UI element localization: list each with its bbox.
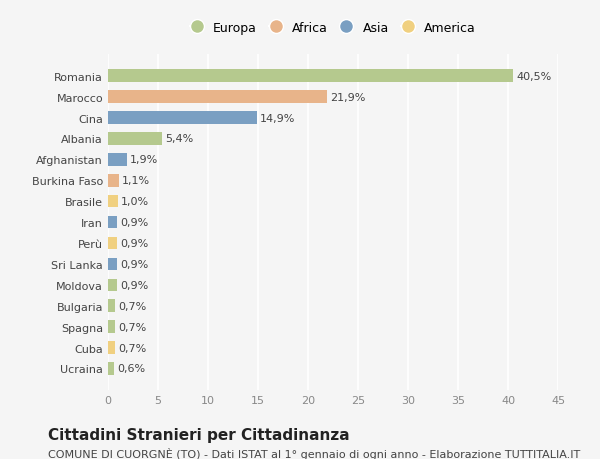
Text: 0,7%: 0,7% — [118, 343, 146, 353]
Text: 0,9%: 0,9% — [120, 239, 148, 248]
Text: 1,9%: 1,9% — [130, 155, 158, 165]
Text: 0,9%: 0,9% — [120, 218, 148, 228]
Legend: Europa, Africa, Asia, America: Europa, Africa, Asia, America — [187, 18, 479, 38]
Text: 0,7%: 0,7% — [118, 322, 146, 332]
Text: 21,9%: 21,9% — [330, 92, 365, 102]
Bar — [108, 300, 115, 312]
Bar — [108, 341, 115, 354]
Text: 0,9%: 0,9% — [120, 280, 148, 290]
Bar — [108, 70, 513, 83]
Bar — [108, 216, 117, 229]
Bar — [108, 174, 119, 187]
Text: 1,0%: 1,0% — [121, 197, 149, 207]
Text: COMUNE DI CUORGNÈ (TO) - Dati ISTAT al 1° gennaio di ogni anno - Elaborazione TU: COMUNE DI CUORGNÈ (TO) - Dati ISTAT al 1… — [48, 448, 580, 459]
Text: 40,5%: 40,5% — [516, 72, 551, 82]
Text: 0,6%: 0,6% — [117, 364, 145, 374]
Bar — [108, 133, 162, 146]
Text: 14,9%: 14,9% — [260, 113, 295, 123]
Text: 0,9%: 0,9% — [120, 259, 148, 269]
Bar — [108, 258, 117, 271]
Bar — [108, 112, 257, 124]
Bar — [108, 91, 327, 104]
Bar — [108, 363, 114, 375]
Text: 5,4%: 5,4% — [165, 134, 193, 144]
Bar — [108, 154, 127, 166]
Bar — [108, 237, 117, 250]
Bar — [108, 279, 117, 291]
Bar — [108, 196, 118, 208]
Text: Cittadini Stranieri per Cittadinanza: Cittadini Stranieri per Cittadinanza — [48, 427, 350, 442]
Text: 0,7%: 0,7% — [118, 301, 146, 311]
Bar — [108, 321, 115, 333]
Text: 1,1%: 1,1% — [122, 176, 150, 186]
